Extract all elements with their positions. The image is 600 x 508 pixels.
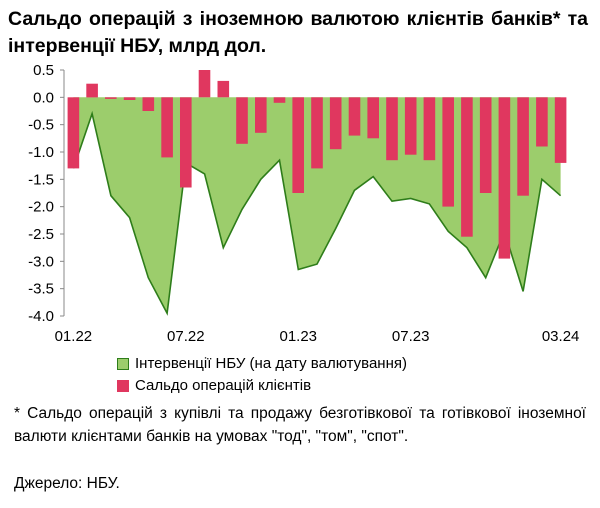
bar-02.24 [536, 97, 548, 147]
bar-09.22 [217, 80, 230, 98]
chart: 0.5 0.0 -0.5 -1.0 -1.5 -2.0 -2.5 -3.0 -3.5 -4.0 0… [28, 62, 580, 345]
bar-05.23 [367, 97, 379, 139]
y-axis: 0.5 0.0 -0.5 -1.0 -1.5 -2.0 -2.5 -3.0 -3.5 -4.0 [28, 62, 65, 325]
legend-swatch-clients [117, 380, 129, 392]
bar-01.24 [517, 97, 529, 196]
legend-item-clients: Сальдо операцій клієнтів [117, 375, 407, 397]
bar-01.23 [292, 97, 304, 193]
y-tick-label: -2.5 [28, 226, 54, 243]
bar-03.23 [329, 97, 342, 150]
bar-06.23 [386, 97, 398, 161]
plot-area [67, 70, 567, 316]
legend: Інтервенції НБУ (на дату валютування) Са… [117, 353, 407, 397]
y-tick-label: -1.0 [28, 144, 54, 161]
bar-04.23 [348, 97, 361, 136]
bar-03.24 [554, 97, 567, 163]
bar-12.22 [273, 97, 286, 103]
y-tick-label: -0.5 [28, 117, 54, 134]
bar-09.23 [442, 97, 454, 207]
bar-03.22 [105, 97, 117, 99]
bar-11.23 [479, 97, 492, 193]
bar-06.22 [161, 97, 173, 158]
bar-02.22 [86, 83, 98, 98]
bar-07.23 [404, 97, 417, 155]
x-tick-label: 07.22 [167, 328, 205, 345]
bar-11.22 [255, 97, 267, 133]
x-tick-label: 07.23 [392, 328, 430, 345]
x-tick-label: 01.23 [279, 328, 317, 345]
footnote: * Сальдо операцій з купівлі та продажу б… [14, 405, 586, 445]
x-axis: 01.22 07.22 01.23 07.23 03.24 [55, 328, 580, 345]
bar-08.23 [423, 97, 436, 161]
bar-10.22 [236, 97, 248, 144]
y-tick-label: 0.5 [33, 62, 54, 79]
y-tick-label: -1.5 [28, 171, 54, 188]
intervention-line [72, 110, 562, 316]
bar-10.23 [461, 97, 473, 237]
intervention-area [73, 97, 561, 314]
legend-label-intervention: Інтервенції НБУ (на дату валютування) [135, 355, 407, 372]
legend-label-clients: Сальдо операцій клієнтів [135, 377, 312, 394]
bar-08.22 [198, 70, 211, 98]
chart-title: Сальдо операцій з іноземною валютою кліє… [8, 8, 588, 57]
source-note: Джерело: НБУ. [14, 475, 120, 492]
y-tick-label: 0.0 [33, 89, 54, 106]
y-tick-label: -3.0 [28, 253, 54, 270]
bar-01.22 [67, 97, 80, 169]
y-tick-label: -2.0 [28, 199, 54, 216]
x-tick-label: 03.24 [542, 328, 580, 345]
bar-04.22 [123, 97, 136, 100]
y-tick-label: -4.0 [28, 308, 54, 325]
bar-05.22 [142, 97, 155, 111]
bar-12.23 [498, 97, 511, 259]
bar-02.23 [311, 97, 323, 169]
bar-07.22 [180, 97, 192, 188]
legend-item-intervention: Інтервенції НБУ (на дату валютування) [117, 353, 407, 375]
x-tick-label: 01.22 [55, 328, 93, 345]
y-tick-label: -3.5 [28, 281, 54, 298]
legend-swatch-intervention [117, 358, 129, 370]
